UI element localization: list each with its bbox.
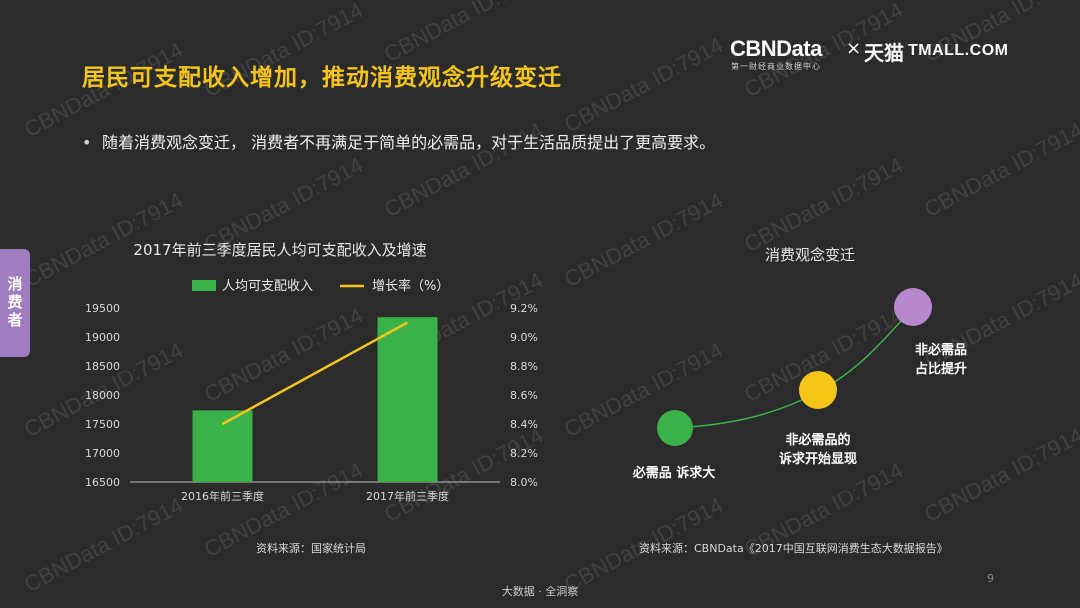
legend-label-line: 增长率（%）	[372, 278, 449, 294]
bar	[192, 410, 253, 482]
y-left-tick-label: 19000	[85, 331, 120, 344]
diagram-title: 消费观念变迁	[765, 246, 855, 264]
legend-label-bar: 人均可支配收入	[222, 279, 313, 294]
line-series	[221, 321, 409, 426]
watermark-text: CBNData ID:7914	[560, 32, 728, 138]
y-right-tick-label: 8.0%	[510, 476, 538, 489]
growth-line	[221, 321, 409, 426]
x-tick-label: 2016年前三季度	[181, 489, 264, 503]
brand-logo: CBNData 第一财经商业数据中心 × 天猫 TMALL.COM	[730, 36, 1030, 76]
bullet-text: 随着消费观念变迁， 消费者不再满足于简单的必需品，对于生活品质提出了更高要求。	[102, 133, 716, 152]
bar	[377, 317, 438, 482]
source-right: 资料来源：CBNData《2017中国互联网消费生态大数据报告》	[639, 542, 948, 555]
side-tab: 消费者	[0, 249, 30, 357]
page-title: 居民可支配收入增加，推动消费观念升级变迁	[82, 65, 562, 91]
stage-label-3b: 占比提升	[915, 361, 967, 377]
y-left-tick-label: 19500	[85, 302, 120, 315]
stage-dot-green	[657, 410, 693, 446]
legend-swatch-bar	[192, 280, 216, 291]
stage-label-1: 必需品 诉求大	[632, 465, 716, 481]
stage-label-3a: 非必需品	[915, 342, 967, 358]
y-right-tick-label: 8.4%	[510, 418, 538, 431]
y-right-tick-label: 8.8%	[510, 360, 538, 373]
side-tab-label: 消费者	[5, 276, 24, 330]
stage-label-2a: 非必需品的	[785, 432, 850, 448]
consumption-concept-diagram: 消费观念变迁 必需品 诉求大 非必需品的 诉求开始显现 非必需品 占比提升	[632, 246, 967, 481]
income-bar-chart: 2017年前三季度居民人均可支配收入及增速 人均可支配收入 增长率（%） 1650…	[85, 241, 538, 503]
stage-label-2b: 诉求开始显现	[779, 451, 857, 467]
y-right-tick-label: 9.0%	[510, 331, 538, 344]
y-left-tick-label: 18500	[85, 360, 120, 373]
y-left-tick-label: 16500	[85, 476, 120, 489]
logo-tmall-cn: 天猫	[864, 41, 904, 65]
trend-curve	[674, 307, 914, 429]
watermark-text: CBNData ID:7914	[920, 117, 1080, 223]
y-left-tick-label: 18000	[85, 389, 120, 402]
y-right-tick-label: 8.2%	[510, 447, 538, 460]
bullet-icon: •	[82, 133, 92, 152]
y-left-tick-label: 17500	[85, 418, 120, 431]
bullet-point: • 随着消费观念变迁， 消费者不再满足于简单的必需品，对于生活品质提出了更高要求。	[82, 129, 715, 153]
stage-dot-yellow	[799, 371, 837, 409]
bar-chart-legend: 人均可支配收入 增长率（%）	[192, 278, 449, 294]
logo-cbndata: CBNData	[730, 36, 822, 61]
y-right-tick-label: 8.6%	[510, 389, 538, 402]
bar-series	[192, 317, 438, 482]
page-number: 9	[987, 572, 994, 585]
y-left-tick-label: 17000	[85, 447, 120, 460]
logo-tagline: 第一财经商业数据中心	[731, 62, 821, 71]
bar-chart-title: 2017年前三季度居民人均可支配收入及增速	[133, 241, 426, 259]
logo-tmall-en: TMALL.COM	[908, 42, 1009, 59]
tick-labels: 16500 17000 17500 18000 18500 19000 19500 8.0% 8…	[85, 302, 538, 503]
footer-slogan: 大数据 · 全洞察	[501, 585, 579, 598]
y-right-tick-label: 9.2%	[510, 302, 538, 315]
x-tick-label: 2017年前三季度	[366, 489, 449, 503]
source-left: 资料来源：国家统计局	[256, 542, 366, 555]
stage-dot-purple	[894, 288, 932, 326]
logo-times: ×	[846, 38, 862, 59]
